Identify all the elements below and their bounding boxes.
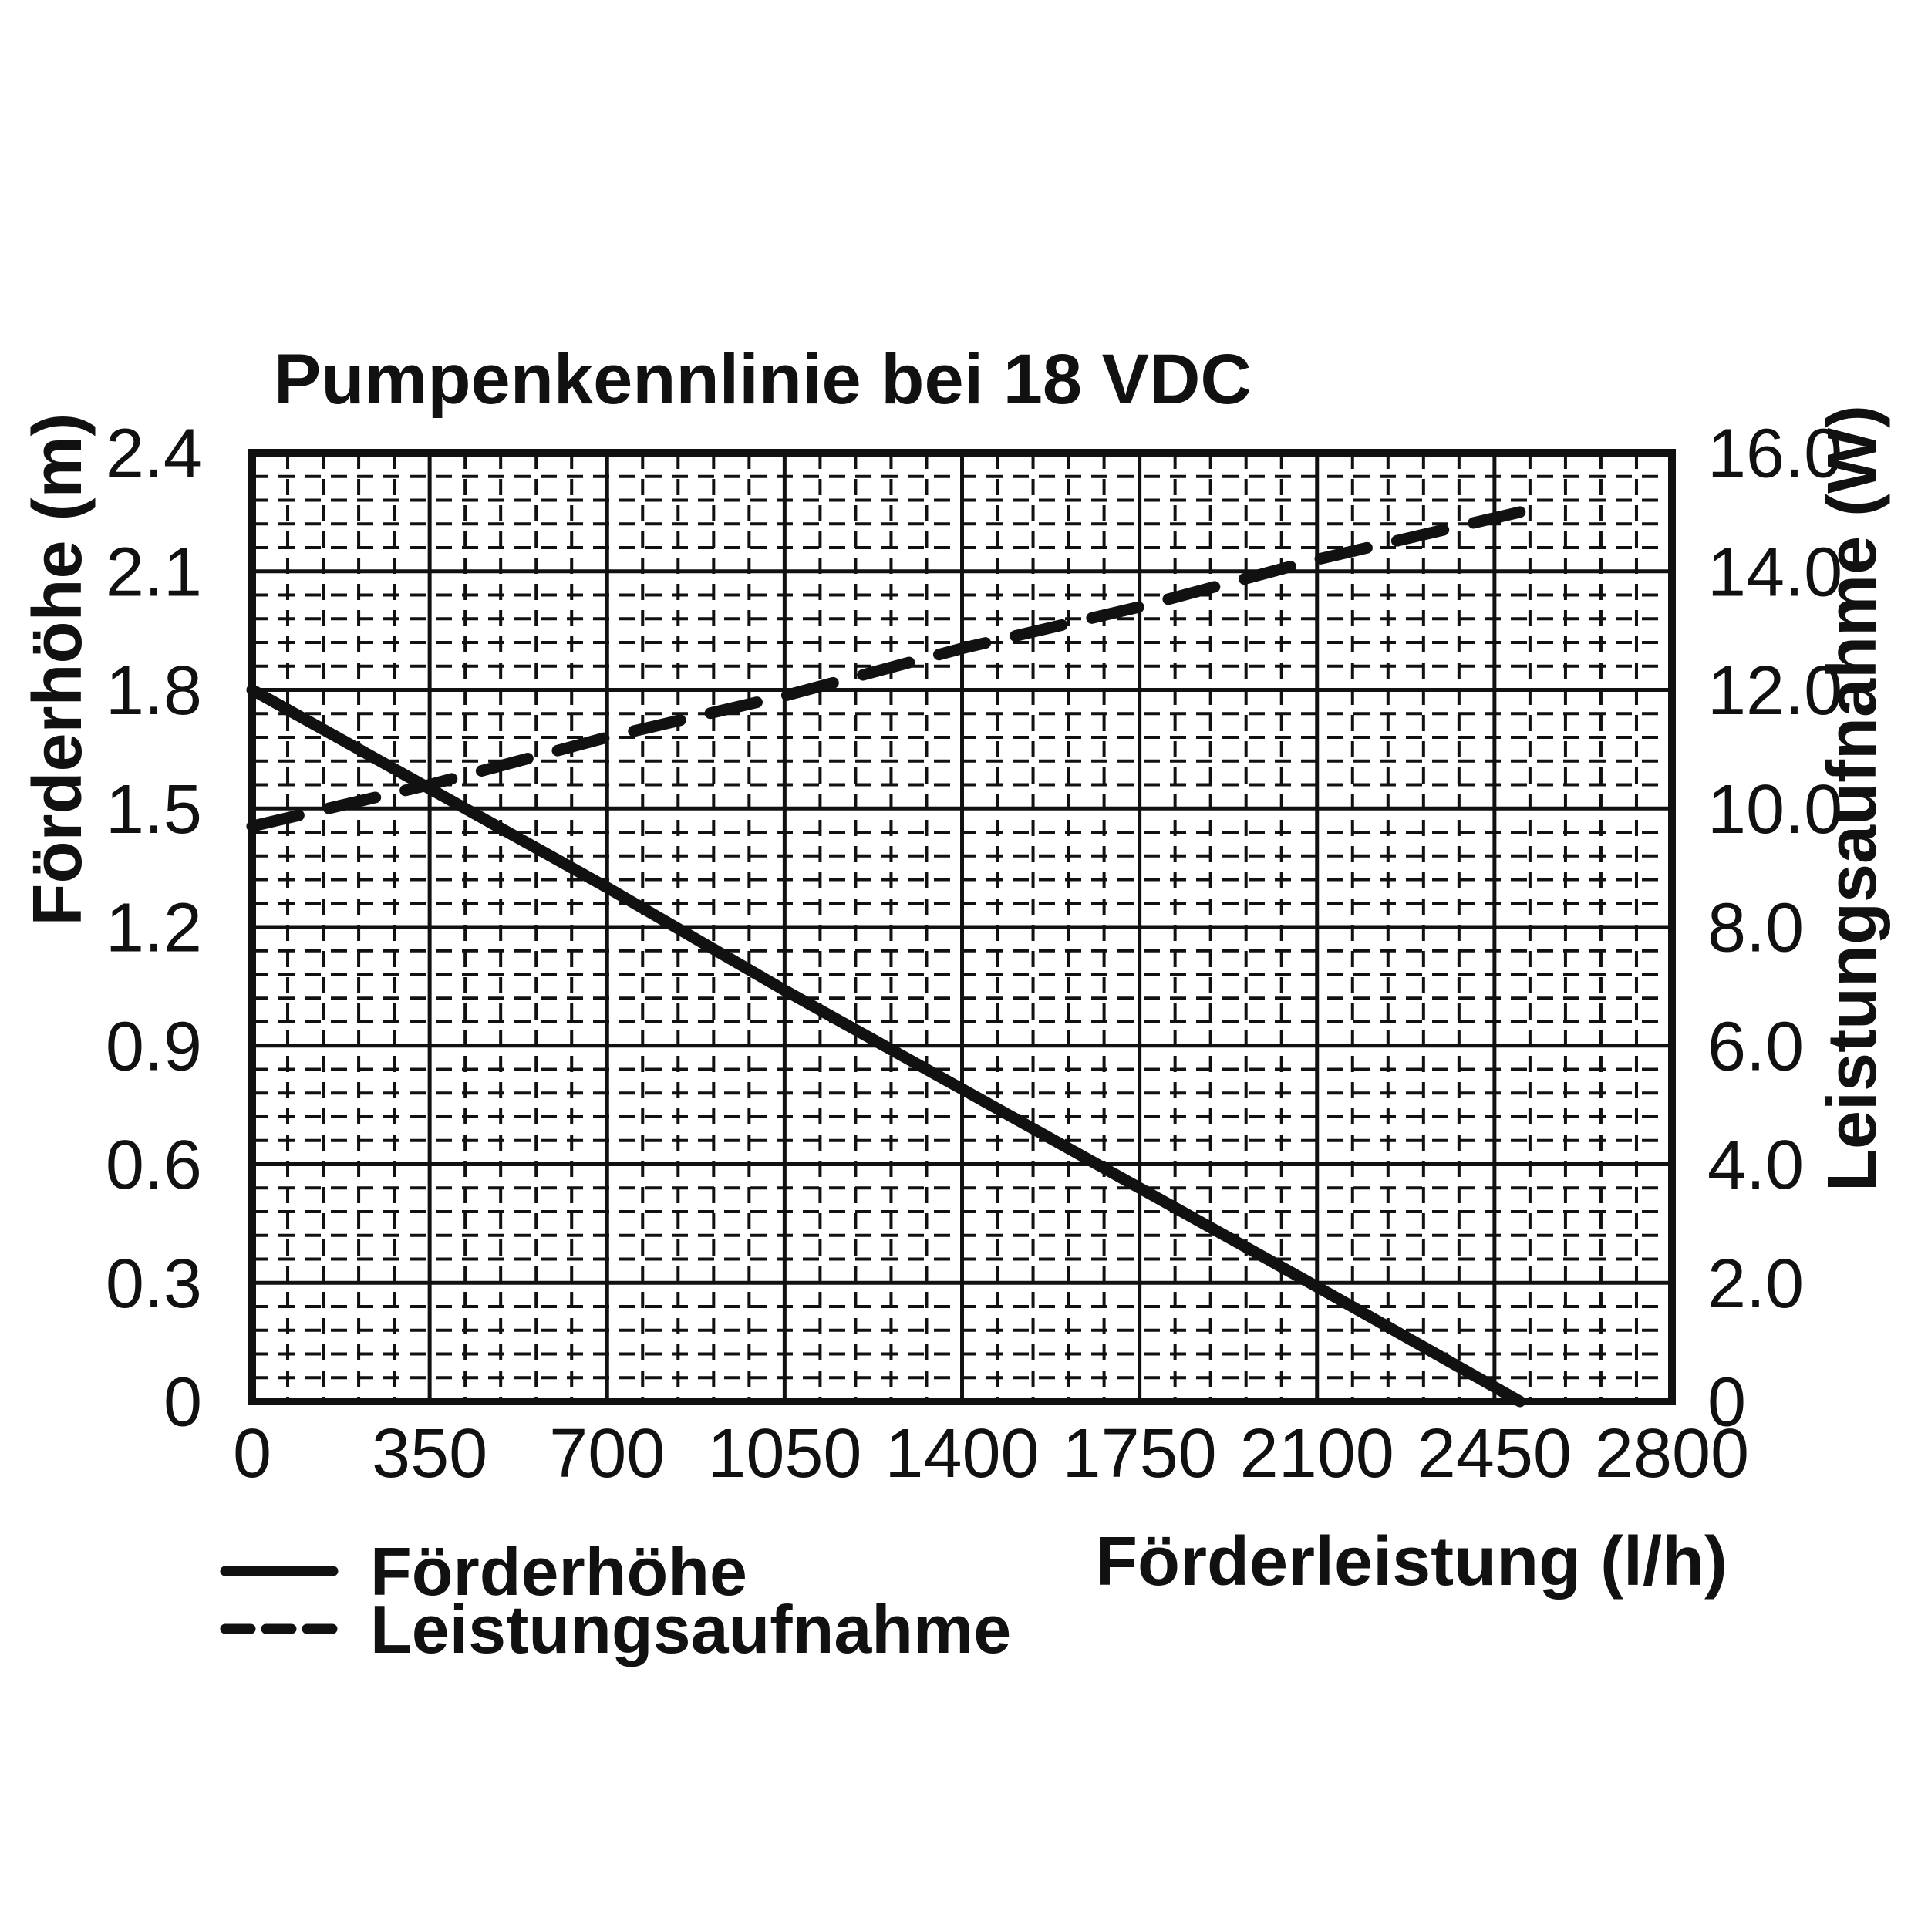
x-tick-label: 2800 [1595, 1415, 1749, 1492]
left-tick-label: 1.5 [106, 771, 202, 848]
left-tick-label: 0 [163, 1364, 202, 1441]
left-tick-label: 0.3 [106, 1246, 202, 1323]
legend-label-leistungsaufnahme: Leistungsaufnahme [370, 1591, 1011, 1667]
left-tick-label: 1.2 [106, 890, 202, 967]
series-lines [246, 506, 1526, 1408]
x-tick-label: 700 [549, 1415, 665, 1492]
x-axis-ticks: 0 350 700 1050 1400 1750 2100 2450 2800 [233, 1415, 1749, 1492]
x-tick-label: 0 [233, 1415, 271, 1492]
x-tick-label: 1050 [707, 1415, 861, 1492]
right-tick-label: 6.0 [1707, 1008, 1804, 1085]
right-tick-label: 16.0 [1707, 416, 1842, 493]
legend: Förderhöhe Leistungsaufnahme [220, 1533, 1011, 1667]
left-tick-label: 0.6 [106, 1127, 202, 1204]
right-tick-label: 14.0 [1707, 534, 1842, 611]
right-axis-title: Leistungsaufnahme (W) [1814, 405, 1891, 1192]
right-axis-ticks: 16.0 14.0 12.0 10.0 8.0 6.0 4.0 2.0 0 [1707, 416, 1842, 1441]
right-tick-label: 4.0 [1707, 1127, 1804, 1204]
x-tick-label: 2450 [1417, 1415, 1572, 1492]
left-tick-label: 2.1 [106, 534, 202, 611]
right-tick-label: 2.0 [1707, 1246, 1804, 1323]
x-tick-label: 1750 [1063, 1415, 1217, 1492]
legend-label-foerderhoehe: Förderhöhe [370, 1533, 747, 1610]
x-tick-label: 350 [372, 1415, 487, 1492]
grid-major [252, 453, 1672, 1401]
right-tick-label: 0 [1707, 1364, 1746, 1441]
x-tick-label: 2100 [1240, 1415, 1394, 1492]
right-tick-label: 10.0 [1707, 771, 1842, 848]
left-axis-title: Förderhöhe (m) [19, 413, 96, 926]
series-line-leistungsaufnahme [246, 506, 1526, 832]
right-tick-label: 8.0 [1707, 890, 1804, 967]
x-tick-label: 1400 [885, 1415, 1039, 1492]
left-tick-label: 1.8 [106, 652, 202, 730]
chart-title: Pumpenkennlinie bei 18 VDC [274, 340, 1252, 419]
right-tick-label: 12.0 [1707, 652, 1842, 730]
series-line-foerderhoehe [246, 684, 1526, 1408]
plot-border [248, 449, 1676, 1405]
left-tick-label: 0.9 [106, 1008, 202, 1085]
x-axis-title: Förderleistung (l/h) [1095, 1523, 1727, 1600]
left-axis-ticks: 2.4 2.1 1.8 1.5 1.2 0.9 0.6 0.3 0 [106, 416, 202, 1441]
left-tick-label: 2.4 [106, 416, 202, 493]
